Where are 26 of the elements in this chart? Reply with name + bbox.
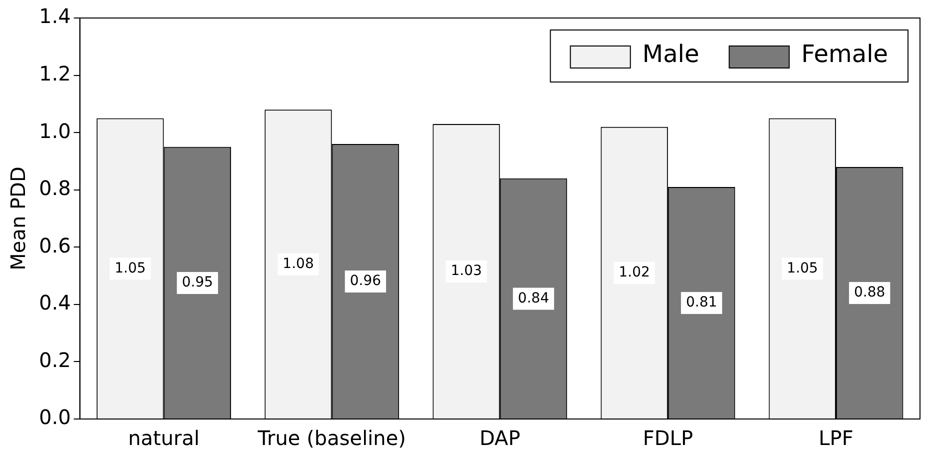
data-label: 1.05 xyxy=(786,260,818,276)
data-label: 1.05 xyxy=(114,260,146,276)
data-label: 0.95 xyxy=(182,274,214,291)
x-tick-label: FDLP xyxy=(642,426,693,450)
x-tick-label: DAP xyxy=(480,426,520,450)
x-tick-label: LPF xyxy=(818,426,854,450)
y-tick-label: 0.0 xyxy=(38,405,71,430)
y-tick-label: 1.0 xyxy=(38,118,71,143)
data-label: 0.81 xyxy=(686,294,718,311)
y-tick-label: 1.4 xyxy=(38,4,71,28)
y-tick-label: 0.6 xyxy=(38,233,71,258)
y-tick-label: 1.2 xyxy=(38,61,71,86)
data-label: 1.08 xyxy=(282,256,314,272)
data-label: 0.84 xyxy=(518,290,550,306)
legend-label: Male xyxy=(642,40,700,68)
y-tick-label: 0.2 xyxy=(38,348,71,372)
x-tick-label: natural xyxy=(128,426,200,450)
data-label: 1.03 xyxy=(450,263,482,280)
y-tick-label: 0.8 xyxy=(38,176,71,200)
data-label: 0.88 xyxy=(854,284,886,301)
legend-label: Female xyxy=(801,40,888,68)
data-label: 1.02 xyxy=(618,264,650,281)
y-axis-title: Mean PDD xyxy=(6,166,30,270)
y-tick-label: 0.4 xyxy=(38,290,71,315)
x-tick-label: True (baseline) xyxy=(256,426,406,450)
data-label: 0.96 xyxy=(350,273,382,290)
